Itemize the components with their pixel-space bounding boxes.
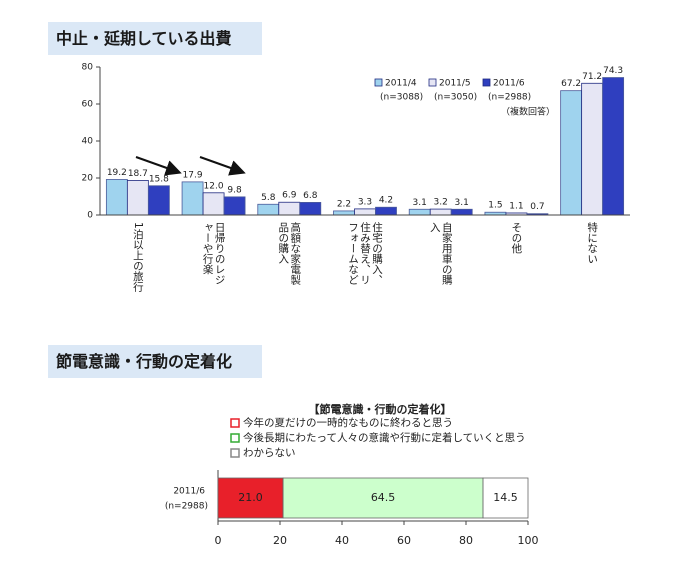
legend-label: 2011/6 xyxy=(493,79,525,89)
value-label: 74.3 xyxy=(603,66,623,76)
section-heading: 中止・延期している出費 xyxy=(48,22,262,55)
y-tick-label: 60 xyxy=(82,100,94,110)
bar xyxy=(105,179,128,216)
value-label: 18.7 xyxy=(128,169,148,179)
legend-sample: (n=2988) xyxy=(488,93,531,103)
value-label: 67.2 xyxy=(561,79,581,89)
bar xyxy=(354,208,376,216)
bar xyxy=(581,82,604,216)
value-label: 12.0 xyxy=(204,181,224,191)
value-label: 64.5 xyxy=(371,491,396,504)
sample-size: (n=2988) xyxy=(165,502,208,512)
value-label: 19.2 xyxy=(107,168,127,178)
bar-segment xyxy=(482,477,529,519)
value-label: 9.8 xyxy=(227,185,242,195)
x-tick-label: 日帰りのレジャーや行楽 xyxy=(201,222,226,285)
bar xyxy=(278,201,301,216)
legend-label: 2011/5 xyxy=(439,79,471,89)
arrow xyxy=(199,156,246,176)
value-label: 5.8 xyxy=(261,193,276,203)
legend-swatch xyxy=(374,78,383,87)
y-tick-label: 0 xyxy=(87,211,93,221)
bar xyxy=(333,210,355,216)
note: （複数回答） xyxy=(501,106,555,118)
legend-swatch xyxy=(230,433,240,443)
value-label: 14.5 xyxy=(493,491,518,504)
value-label: 3.1 xyxy=(455,198,469,208)
bar xyxy=(375,206,397,216)
value-label: 0.7 xyxy=(530,202,544,212)
legend-swatch xyxy=(482,78,491,87)
value-label: 6.8 xyxy=(303,191,318,201)
x-tick-label: 住宅の購入、住み替え、リフォームなど xyxy=(347,222,383,285)
bar-segment xyxy=(217,477,284,519)
chart-title: 【節電意識・行動の定着化】 xyxy=(309,402,452,416)
value-label: 2.2 xyxy=(337,199,351,209)
value-label: 3.3 xyxy=(358,197,372,207)
bar xyxy=(560,90,583,216)
value-label: 6.9 xyxy=(282,191,297,201)
x-tick-label: 0 xyxy=(215,534,222,547)
bar xyxy=(429,208,452,216)
y-tick-label: 40 xyxy=(82,137,94,147)
value-label: 21.0 xyxy=(238,491,263,504)
bar xyxy=(257,203,280,216)
section-heading: 節電意識・行動の定着化 xyxy=(48,345,262,378)
bar xyxy=(450,208,473,216)
y-tick-label: 20 xyxy=(82,174,94,184)
value-label: 3.1 xyxy=(413,198,427,208)
legend-label: 今年の夏だけの一時的なものに終わると思う xyxy=(243,416,453,429)
legend-label: 2011/4 xyxy=(385,79,417,89)
legend-sample: (n=3088) xyxy=(380,93,423,103)
value-label: 3.2 xyxy=(434,198,448,208)
bar xyxy=(408,208,431,216)
x-tick-label: 80 xyxy=(459,534,473,547)
x-tick-label: 高額な家電製品の購入 xyxy=(277,222,302,285)
value-label: 1.1 xyxy=(509,201,523,211)
value-label: 4.2 xyxy=(379,196,393,206)
y-tick-label: 2011/6 xyxy=(173,487,205,497)
x-tick-label: 20 xyxy=(273,534,287,547)
value-label: 17.9 xyxy=(183,170,203,180)
x-tick-label: 100 xyxy=(518,534,539,547)
value-label: 15.8 xyxy=(149,174,169,184)
bar xyxy=(202,192,225,216)
value-label: 1.5 xyxy=(488,201,502,211)
bar xyxy=(181,181,204,216)
legend-swatch xyxy=(230,448,240,458)
x-tick-label: その他 xyxy=(510,222,523,254)
legend-label: 今後長期にわたって人々の意識や行動に定着していくと思う xyxy=(243,431,526,444)
bar-segment xyxy=(282,477,484,519)
legend-swatch xyxy=(428,78,437,87)
x-tick-label: 40 xyxy=(335,534,349,547)
bar xyxy=(299,202,322,216)
value-label: 71.2 xyxy=(582,72,602,82)
legend-label: わからない xyxy=(243,447,296,459)
legend-swatch xyxy=(230,418,240,428)
bar xyxy=(602,77,625,216)
bar xyxy=(126,180,149,216)
x-tick-label: 自家用車の購入 xyxy=(428,222,453,285)
y-tick-label: 80 xyxy=(82,63,94,73)
bar xyxy=(147,185,170,216)
x-tick-label: 60 xyxy=(397,534,411,547)
legend-sample: (n=3050) xyxy=(434,93,477,103)
arrow xyxy=(135,156,182,176)
x-tick-label: 特にない xyxy=(586,222,599,264)
bar xyxy=(223,196,246,216)
x-tick-label: 1泊以上の旅行 xyxy=(131,222,144,292)
